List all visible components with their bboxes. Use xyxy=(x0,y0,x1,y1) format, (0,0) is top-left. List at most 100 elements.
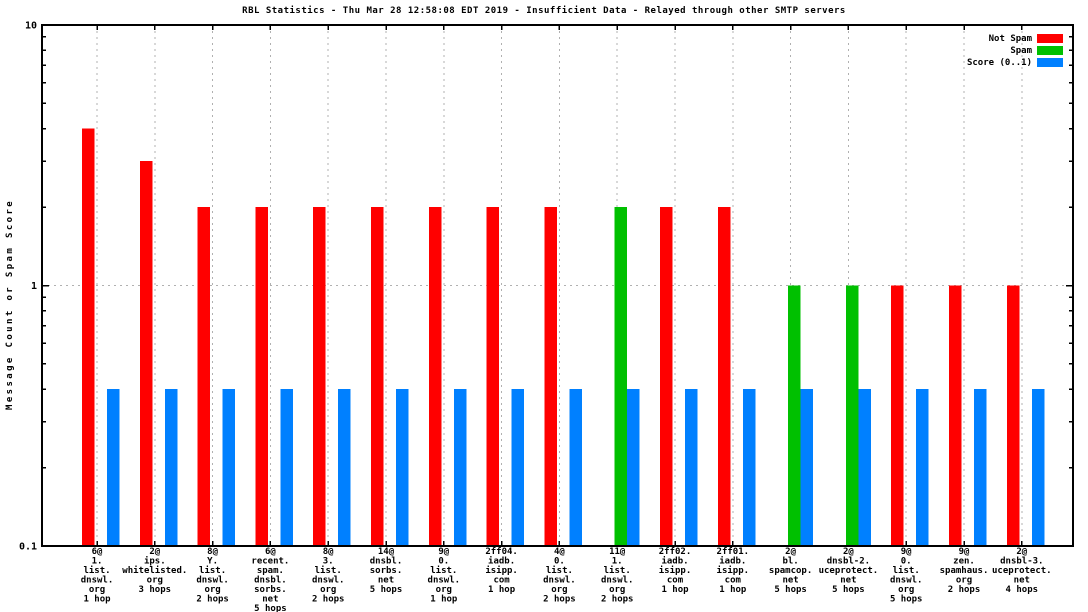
x-category-label: 1 hop xyxy=(661,585,689,595)
bar-notspam-11 xyxy=(717,207,731,546)
x-category-label: Y. xyxy=(207,557,218,567)
bar-score-5 xyxy=(396,389,409,546)
x-category-label: net xyxy=(1014,576,1030,586)
x-category-label: 3 hops xyxy=(139,585,172,595)
x-category-label: 5 hops xyxy=(890,595,923,605)
x-category-label: 0. xyxy=(901,557,912,567)
x-category-label: org xyxy=(898,585,914,595)
x-category-label: spamhaus. xyxy=(940,566,989,576)
x-category-label: 1 hop xyxy=(83,595,111,605)
x-category-label: 9@ xyxy=(901,547,912,557)
bar-notspam-0 xyxy=(82,128,95,546)
legend-item-not-spam: Not Spam xyxy=(967,33,1063,44)
x-category-label: 2 hops xyxy=(196,595,229,605)
x-category-label: list. xyxy=(546,565,573,576)
x-category-label: net xyxy=(840,576,856,586)
x-category-label: 0. xyxy=(554,557,565,567)
x-category-label: org xyxy=(609,585,625,595)
x-category-label: 3. xyxy=(323,557,334,567)
x-category-label: 1. xyxy=(612,557,623,567)
x-category-label: org xyxy=(956,576,972,586)
bar-notspam-1 xyxy=(139,161,153,546)
x-category-label: 1 hop xyxy=(488,585,516,595)
bar-notspam-8 xyxy=(544,207,557,546)
x-category-label: sorbs. xyxy=(370,566,403,576)
bar-spam-13 xyxy=(845,285,859,546)
x-category-label: list. xyxy=(604,565,631,576)
x-category-label: net xyxy=(782,576,798,586)
x-category-label: list. xyxy=(430,565,457,576)
x-category-label: dnsbl. xyxy=(370,557,403,567)
bar-notspam-3 xyxy=(255,207,268,546)
bar-score-14 xyxy=(916,389,929,546)
x-category-label: 1 hop xyxy=(719,585,747,595)
x-category-label: org xyxy=(89,585,105,595)
bar-score-6 xyxy=(453,389,467,546)
x-category-label: 0. xyxy=(438,557,449,567)
x-category-label: org xyxy=(551,585,567,595)
x-category-label: 2 hops xyxy=(543,595,576,605)
x-category-label: com xyxy=(725,576,742,586)
x-category-label: dnswl. xyxy=(81,576,114,586)
bar-notspam-10 xyxy=(660,207,673,546)
x-category-label: iadb. xyxy=(661,556,688,567)
x-category-label: dnswl. xyxy=(543,576,576,586)
bar-score-9 xyxy=(627,389,640,546)
y-tick-label: 10 xyxy=(25,21,37,32)
x-category-label: 1 hop xyxy=(430,595,458,605)
x-category-label: 5 hops xyxy=(254,604,287,612)
bar-score-1 xyxy=(164,389,178,546)
bar-spam-9 xyxy=(614,207,628,546)
bar-notspam-16 xyxy=(1006,285,1020,546)
x-category-label: spam. xyxy=(257,566,284,576)
bar-notspam-15 xyxy=(949,285,962,546)
x-category-label: 2ff01. xyxy=(717,547,750,557)
x-category-label: dnsbl. xyxy=(254,576,287,586)
y-tick-label: 1 xyxy=(31,281,37,292)
x-category-label: 5 hops xyxy=(370,585,403,595)
x-category-label: 2 hops xyxy=(948,585,981,595)
x-category-label: uceprotect. xyxy=(992,566,1052,576)
x-category-label: 9@ xyxy=(959,547,970,557)
x-category-label: dnsbl-2. xyxy=(827,557,870,567)
x-category-label: 5 hops xyxy=(832,585,865,595)
bar-notspam-7 xyxy=(486,207,500,546)
bar-notspam-14 xyxy=(891,285,904,546)
bar-score-4 xyxy=(338,389,351,546)
x-category-label: com xyxy=(493,576,510,586)
legend-label-score: Score (0..1) xyxy=(966,57,1032,68)
x-category-label: com xyxy=(667,576,684,586)
bar-score-2 xyxy=(222,389,236,546)
bar-spam-12 xyxy=(788,285,801,546)
x-category-label: list. xyxy=(83,565,110,576)
x-category-label: list. xyxy=(893,565,920,576)
x-category-label: 6@ xyxy=(92,547,103,557)
y-tick-label: 0.1 xyxy=(19,542,37,553)
x-category-label: isipp. xyxy=(659,565,692,576)
bar-notspam-5 xyxy=(371,207,384,546)
bar-score-12 xyxy=(800,389,814,546)
x-category-label: 2 hops xyxy=(312,595,345,605)
x-category-label: 2@ xyxy=(785,547,796,557)
legend-swatch-score xyxy=(1037,58,1063,67)
x-category-label: iadb. xyxy=(719,556,746,567)
legend-swatch-spam xyxy=(1037,46,1063,55)
x-category-label: sorbs. xyxy=(254,585,287,595)
x-category-label: 2@ xyxy=(149,547,160,557)
bar-notspam-6 xyxy=(428,207,442,546)
bar-score-16 xyxy=(1031,389,1045,546)
x-category-label: dnswl. xyxy=(312,576,345,586)
x-category-label: dnswl. xyxy=(428,576,461,586)
x-category-label: dnsbl-3. xyxy=(1000,557,1043,567)
x-category-label: org xyxy=(436,585,452,595)
x-category-label: 5 hops xyxy=(774,585,807,595)
x-category-label: dnswl. xyxy=(890,576,923,586)
x-category-label: 8@ xyxy=(207,547,218,557)
x-category-label: 2 hops xyxy=(601,595,634,605)
x-category-label: list. xyxy=(199,565,226,576)
x-category-label: recent. xyxy=(251,557,289,567)
legend-label-not-spam: Not Spam xyxy=(988,33,1032,44)
x-category-label: dnswl. xyxy=(196,576,229,586)
